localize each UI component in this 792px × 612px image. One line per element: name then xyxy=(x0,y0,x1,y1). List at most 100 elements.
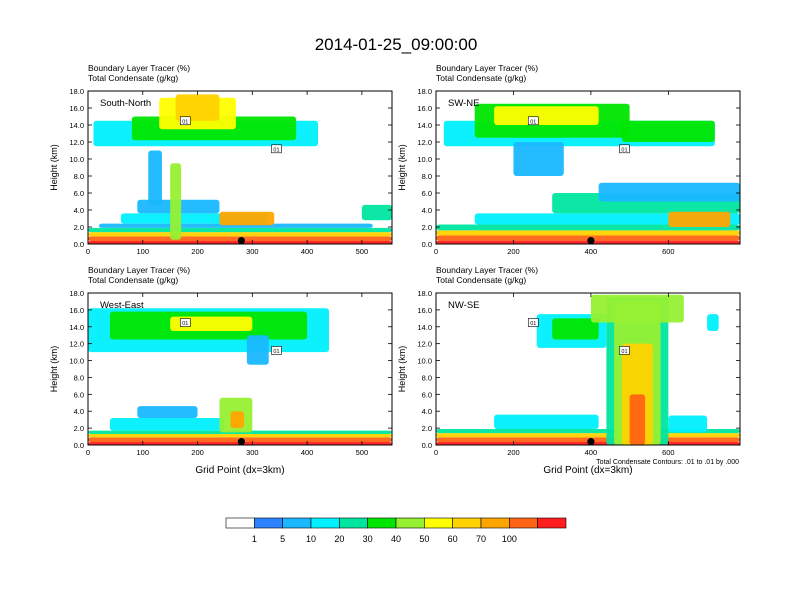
colorbar-label: 1 xyxy=(252,534,257,544)
colorbar-swatch-5 xyxy=(367,517,397,529)
heat-region-4 xyxy=(109,417,225,431)
colorbar-swatch-8 xyxy=(452,517,482,529)
x-tick-label: 0 xyxy=(434,448,438,457)
figure-title: 2014-01-25_09:00:00 xyxy=(315,35,478,54)
x-tick-label: 100 xyxy=(137,247,150,256)
colorbar-label: 5 xyxy=(280,534,285,544)
y-tick-label: 0.0 xyxy=(422,441,432,450)
y-axis-label: Height (km) xyxy=(397,144,407,191)
x-axis-label: Grid Point (dx=3km) xyxy=(195,465,284,476)
panel-title-line2: Total Condensate (g/kg) xyxy=(88,275,178,285)
y-tick-label: 2.0 xyxy=(74,223,84,232)
y-axis-label: Height (km) xyxy=(397,346,407,393)
location-marker xyxy=(587,237,595,245)
plot-frame xyxy=(435,292,741,446)
panel-sw-ne: 0.0 2.0 4.0 6.0 8.0 10.0 12.0 14.0 16.0 18.0 0 200 4… xyxy=(397,63,741,256)
contour-label-text: 01 xyxy=(273,147,279,153)
panel-name-label: SW-NE xyxy=(448,98,480,109)
heat-region-3 xyxy=(88,227,392,233)
heat-region-14 xyxy=(175,94,220,121)
x-tick-label: 200 xyxy=(507,247,520,256)
colorbar-label: 70 xyxy=(476,534,486,544)
x-tick-label: 600 xyxy=(662,448,675,457)
y-tick-label: 18.0 xyxy=(69,87,84,96)
x-tick-label: 400 xyxy=(301,448,314,457)
heat-region-2 xyxy=(88,434,392,438)
y-tick-label: 6.0 xyxy=(422,189,432,198)
heat-region-7 xyxy=(230,411,245,429)
x-tick-label: 500 xyxy=(356,247,369,256)
contour-label-text: 01 xyxy=(621,147,627,153)
x-tick-label: 0 xyxy=(434,247,438,256)
contour-label-box xyxy=(619,144,630,154)
x-tick-label: 0 xyxy=(86,247,90,256)
y-tick-label: 0.0 xyxy=(74,441,84,450)
y-tick-label: 4.0 xyxy=(422,407,432,416)
x-tick-label: 0 xyxy=(86,448,90,457)
y-tick-label: 6.0 xyxy=(74,390,84,399)
panel-title-line2: Total Condensate (g/kg) xyxy=(436,275,526,285)
colorbar-swatch-3 xyxy=(310,517,340,529)
y-tick-label: 18.0 xyxy=(417,87,432,96)
colorbar-swatch-6 xyxy=(395,517,425,529)
y-tick-label: 16.0 xyxy=(417,104,432,113)
y-tick-label: 16.0 xyxy=(69,104,84,113)
y-tick-label: 0.0 xyxy=(74,240,84,249)
y-tick-label: 14.0 xyxy=(69,121,84,130)
panel-title-line2: Total Condensate (g/kg) xyxy=(88,73,178,83)
colorbar-swatch-2 xyxy=(282,517,312,529)
contour-label-box xyxy=(271,346,282,355)
y-tick-label: 12.0 xyxy=(417,138,432,147)
x-tick-label: 400 xyxy=(585,448,598,457)
y-tick-label: 18.0 xyxy=(417,289,432,298)
y-tick-label: 8.0 xyxy=(74,373,84,382)
colorbar-swatch-1 xyxy=(254,517,283,529)
y-tick-label: 14.0 xyxy=(69,323,84,332)
x-tick-label: 300 xyxy=(246,247,259,256)
y-tick-label: 18.0 xyxy=(69,289,84,298)
plot-frame xyxy=(87,90,393,245)
contour-label-box xyxy=(527,318,539,327)
y-tick-label: 14.0 xyxy=(417,323,432,332)
heat-region-7 xyxy=(219,211,275,226)
y-tick-label: 4.0 xyxy=(74,407,84,416)
heat-region-2 xyxy=(436,230,740,236)
panels-group: 0.02.04.06.08.010.012.014.016.018.00 100 2… xyxy=(49,63,741,476)
contour-label-text: 01 xyxy=(621,349,627,355)
y-tick-label: 10.0 xyxy=(417,155,432,164)
panel-name-label: NW-SE xyxy=(448,300,480,311)
heat-region-10 xyxy=(361,204,392,221)
heat-region-11 xyxy=(590,294,684,323)
y-tick-label: 2.0 xyxy=(422,424,432,433)
y-tick-label: 6.0 xyxy=(74,189,84,198)
location-marker xyxy=(237,237,245,245)
panel-west-east: 0.0 2.0 4.0 6.0 8.0 10.0 12.0 14.0 16.0 18.0 0 100 2… xyxy=(49,265,393,476)
x-tick-label: 400 xyxy=(585,247,598,256)
colorbar-swatch-0 xyxy=(225,517,255,529)
y-tick-label: 16.0 xyxy=(69,306,84,315)
y-tick-label: 0.0 xyxy=(422,240,432,249)
heat-region-8 xyxy=(170,163,182,240)
colorbar-label: 60 xyxy=(448,534,458,544)
y-tick-label: 8.0 xyxy=(422,373,432,382)
contour-label-box xyxy=(527,116,539,126)
colorbar-swatch-9 xyxy=(480,517,510,529)
x-tick-label: 600 xyxy=(662,247,675,256)
heat-region-9 xyxy=(148,150,162,206)
panel-name-label: South-North xyxy=(100,98,151,109)
heat-region-11 xyxy=(246,335,269,365)
heat-region-1 xyxy=(436,235,740,241)
heat-region-5 xyxy=(137,406,198,418)
y-tick-label: 12.0 xyxy=(69,138,84,147)
panel-title-line2: Total Condensate (g/kg) xyxy=(436,73,526,83)
panel-name-label: West-East xyxy=(100,300,144,311)
contour-label-text: 01 xyxy=(273,349,279,355)
y-tick-label: 12.0 xyxy=(69,340,84,349)
heat-region-7 xyxy=(668,211,731,227)
heat-region-8 xyxy=(629,394,646,445)
y-tick-label: 4.0 xyxy=(422,206,432,215)
heat-region-10 xyxy=(552,318,599,340)
heat-region-2 xyxy=(436,433,740,438)
colorbar-label: 20 xyxy=(334,534,344,544)
